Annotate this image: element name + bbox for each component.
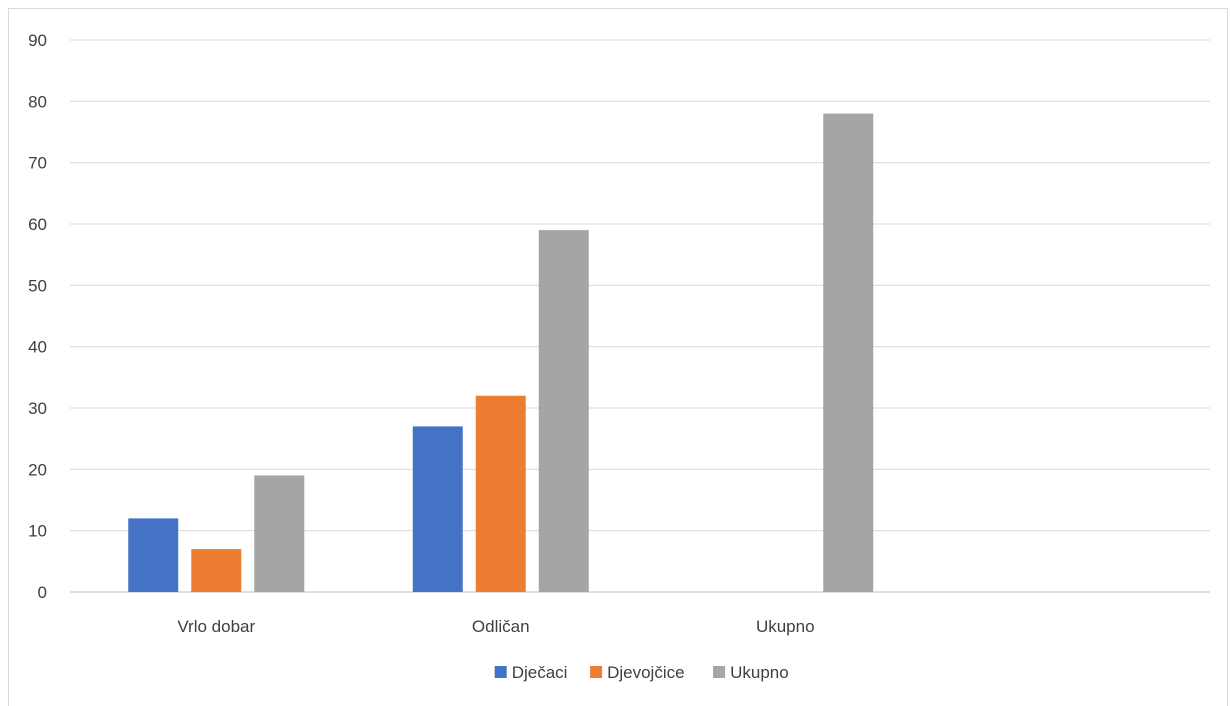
y-axis-tick-labels: 0 10 20 30 40 50 60 70 80 90: [28, 31, 47, 602]
x-axis-tick-labels: Vrlo dobar Odličan Ukupno: [177, 617, 814, 636]
bar-ukupno-1: [538, 230, 589, 592]
bar-ukupno-2: [823, 113, 874, 592]
y-tick-label: 10: [28, 522, 47, 541]
y-tick-label: 40: [28, 338, 47, 357]
bars: [128, 113, 874, 592]
y-tick-label: 70: [28, 154, 47, 173]
bar-djevoj-ice-1: [475, 395, 526, 592]
legend-label: Djevojčice: [607, 663, 684, 682]
legend-swatch: [494, 666, 507, 678]
y-tick-label: 80: [28, 92, 47, 111]
x-tick-label: Odličan: [472, 617, 530, 636]
legend: Dječaci Djevojčice Ukupno: [494, 663, 789, 682]
y-tick-label: 30: [28, 399, 47, 418]
legend-label: Ukupno: [730, 663, 789, 682]
legend-label: Dječaci: [512, 663, 568, 682]
y-tick-label: 20: [28, 460, 47, 479]
y-tick-label: 0: [38, 583, 47, 602]
gridlines: [70, 39, 1210, 593]
bar-ukupno-0: [254, 475, 305, 592]
x-tick-label: Vrlo dobar: [177, 617, 255, 636]
y-tick-label: 50: [28, 276, 47, 295]
y-tick-label: 90: [28, 31, 47, 50]
bar-dje-aci-0: [128, 518, 179, 592]
legend-swatch: [713, 666, 726, 678]
bar-dje-aci-1: [412, 426, 463, 592]
y-tick-label: 60: [28, 215, 47, 234]
legend-swatch: [590, 666, 603, 678]
bar-djevoj-ice-0: [191, 549, 242, 592]
x-tick-label: Ukupno: [756, 617, 815, 636]
